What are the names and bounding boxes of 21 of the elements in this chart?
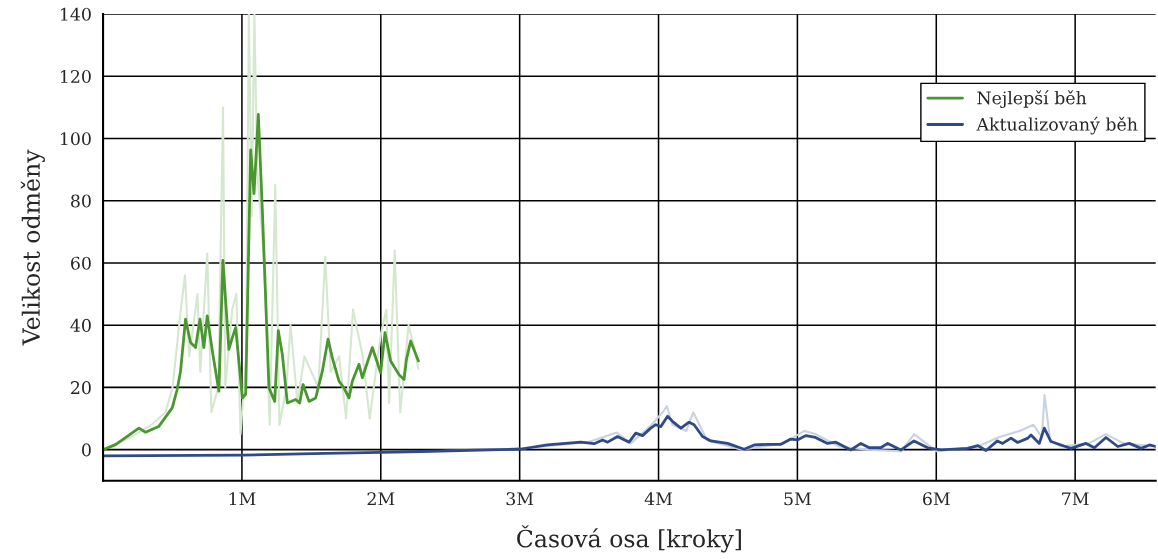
y-tick-label: 80 [71,194,91,208]
y-tick-label: 60 [71,256,91,270]
x-tick-label: 1M [229,492,256,506]
line-series [103,113,420,452]
x-tick-label: 6M [923,492,950,506]
line-series [103,414,1156,458]
x-tick-label: 7M [1062,492,1089,506]
y-tick-label: 0 [82,443,91,457]
y-tick-label: 120 [60,69,91,84]
x-tick-label: 2M [367,492,395,506]
x-axis-title: Časová osa [kroky] [517,525,741,553]
y-tick-label: 140 [60,7,91,21]
x-tick-label: 4M [644,492,673,506]
legend-label: Aktualizovaný běh [976,116,1138,135]
legend-label: Nejlepší běh [977,90,1087,109]
y-tick-label: 20 [71,381,91,395]
x-tick-label: 5M [784,492,811,506]
y-tick-label: 40 [70,318,91,332]
x-tick-label: 3M [506,492,534,506]
y-tick-label: 100 [60,132,91,146]
y-axis-title: Velikost odměny [20,149,45,346]
